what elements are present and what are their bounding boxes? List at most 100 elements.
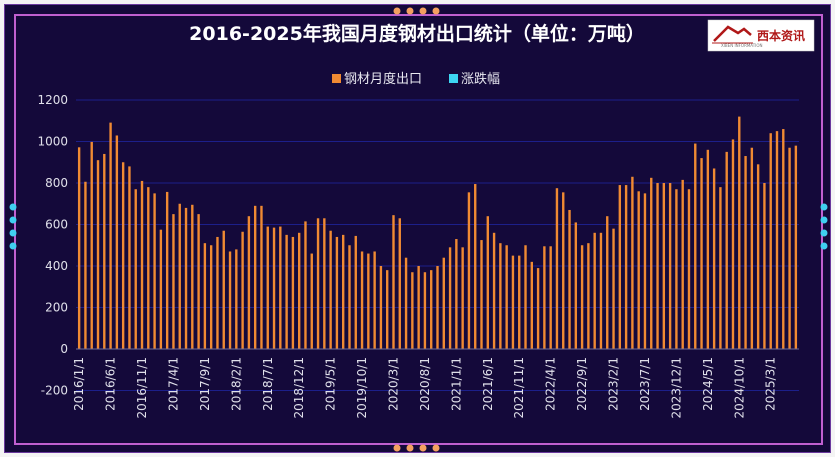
x-tick-label: 2025/3/1: [764, 357, 778, 411]
bar: [486, 216, 489, 349]
x-tick-label: 2018/12/1: [292, 357, 306, 419]
x-tick-label: 2023/2/1: [607, 357, 621, 411]
decor-dot: [820, 216, 828, 224]
bar: [763, 183, 766, 349]
bar: [279, 226, 282, 349]
bar: [668, 183, 672, 349]
x-tick-label: 2022/4/1: [544, 357, 558, 411]
x-tick-label: 2024/10/1: [732, 357, 746, 419]
bar: [241, 231, 244, 349]
decorations: [9, 7, 828, 452]
x-tick-label: 2020/3/1: [386, 357, 400, 411]
bar: [430, 270, 433, 349]
logo-roof-icon: [713, 25, 752, 42]
bar: [681, 179, 684, 349]
bar: [738, 116, 741, 349]
bar: [310, 253, 313, 349]
decor-dot: [9, 203, 17, 211]
bar: [448, 247, 452, 349]
bar: [115, 135, 119, 349]
bar: [593, 232, 596, 349]
bar: [140, 180, 144, 349]
legend-label-change: 涨跌幅: [461, 71, 500, 87]
y-tick-label: 0: [60, 342, 68, 356]
bar: [285, 234, 288, 349]
bar: [455, 239, 458, 349]
bar: [128, 166, 131, 349]
bar: [499, 243, 502, 349]
bar: [197, 214, 200, 349]
decor-dot: [820, 229, 828, 237]
bar: [96, 160, 100, 349]
decor-dot: [432, 444, 440, 452]
bar: [712, 168, 716, 349]
x-tick-label: 2024/5/1: [701, 357, 715, 411]
bar: [348, 245, 351, 349]
x-tick-label: 2017/4/1: [166, 357, 180, 411]
bar: [404, 257, 408, 349]
bar: [323, 218, 326, 349]
bar: [134, 189, 137, 349]
bar: [782, 129, 785, 349]
bar: [291, 236, 295, 349]
chart-frame: -200 0 200 400 600 800 1000 1200 2016/1/1 2016/6/…: [4, 4, 831, 453]
bar: [191, 204, 194, 349]
bar: [203, 243, 207, 349]
logo-text: 西本资讯: [757, 28, 805, 43]
bar: [474, 184, 477, 349]
x-tick-label: 2020/8/1: [418, 357, 432, 411]
bar: [354, 235, 357, 349]
legend-swatch-change: [449, 74, 458, 83]
x-tick-label: 2018/7/1: [261, 357, 275, 411]
x-tick-label: 2017/9/1: [198, 357, 212, 411]
inner-border: [14, 14, 823, 445]
bar: [266, 226, 269, 349]
bar: [505, 245, 508, 349]
bar: [794, 145, 798, 349]
x-tick-label: 2016/1/1: [72, 357, 86, 411]
bar: [90, 141, 93, 349]
bar: [530, 261, 533, 349]
x-tick-label: 2018/2/1: [229, 357, 243, 411]
bar: [624, 185, 628, 349]
bar: [587, 243, 590, 349]
legend-swatch-export: [332, 74, 341, 83]
y-tick-label: 400: [45, 259, 68, 273]
bar: [694, 143, 697, 349]
decor-dot: [9, 229, 17, 237]
bar: [436, 266, 439, 349]
decor-dot: [432, 7, 440, 15]
axes: -200 0 200 400 600 800 1000 1200 2016/1/1 2016/6/…: [37, 93, 799, 419]
bar: [461, 247, 464, 349]
bar: [360, 251, 364, 349]
bar: [574, 222, 578, 349]
chart: -200 0 200 400 600 800 1000 1200 2016/1/1 2016/6/…: [9, 7, 828, 452]
decor-dot: [419, 7, 427, 15]
x-tick-label: 2023/12/1: [669, 357, 683, 419]
y-tick-label: -200: [41, 384, 68, 398]
bar: [492, 232, 496, 349]
x-tick-label: 2021/11/1: [512, 357, 526, 419]
bar: [109, 122, 112, 350]
bar: [335, 236, 339, 349]
bar: [442, 257, 445, 349]
x-tick-label: 2016/6/1: [104, 357, 118, 411]
bar: [77, 147, 81, 349]
bar: [184, 207, 188, 349]
decor-dot: [9, 242, 17, 250]
y-tick-label: 200: [45, 301, 68, 315]
bar: [706, 149, 710, 349]
bar: [379, 266, 383, 349]
x-tick-label: 2023/7/1: [638, 357, 652, 411]
bar: [524, 245, 527, 349]
bar: [103, 153, 106, 349]
bar: [480, 240, 483, 349]
bar: [599, 232, 603, 349]
bar: [568, 209, 571, 349]
legend: 钢材月度出口 涨跌幅: [332, 71, 500, 87]
bar: [329, 230, 332, 349]
bar: [612, 228, 615, 349]
bar: [549, 246, 552, 349]
x-tick-label: 2021/1/1: [449, 357, 463, 411]
bar: [253, 205, 257, 349]
